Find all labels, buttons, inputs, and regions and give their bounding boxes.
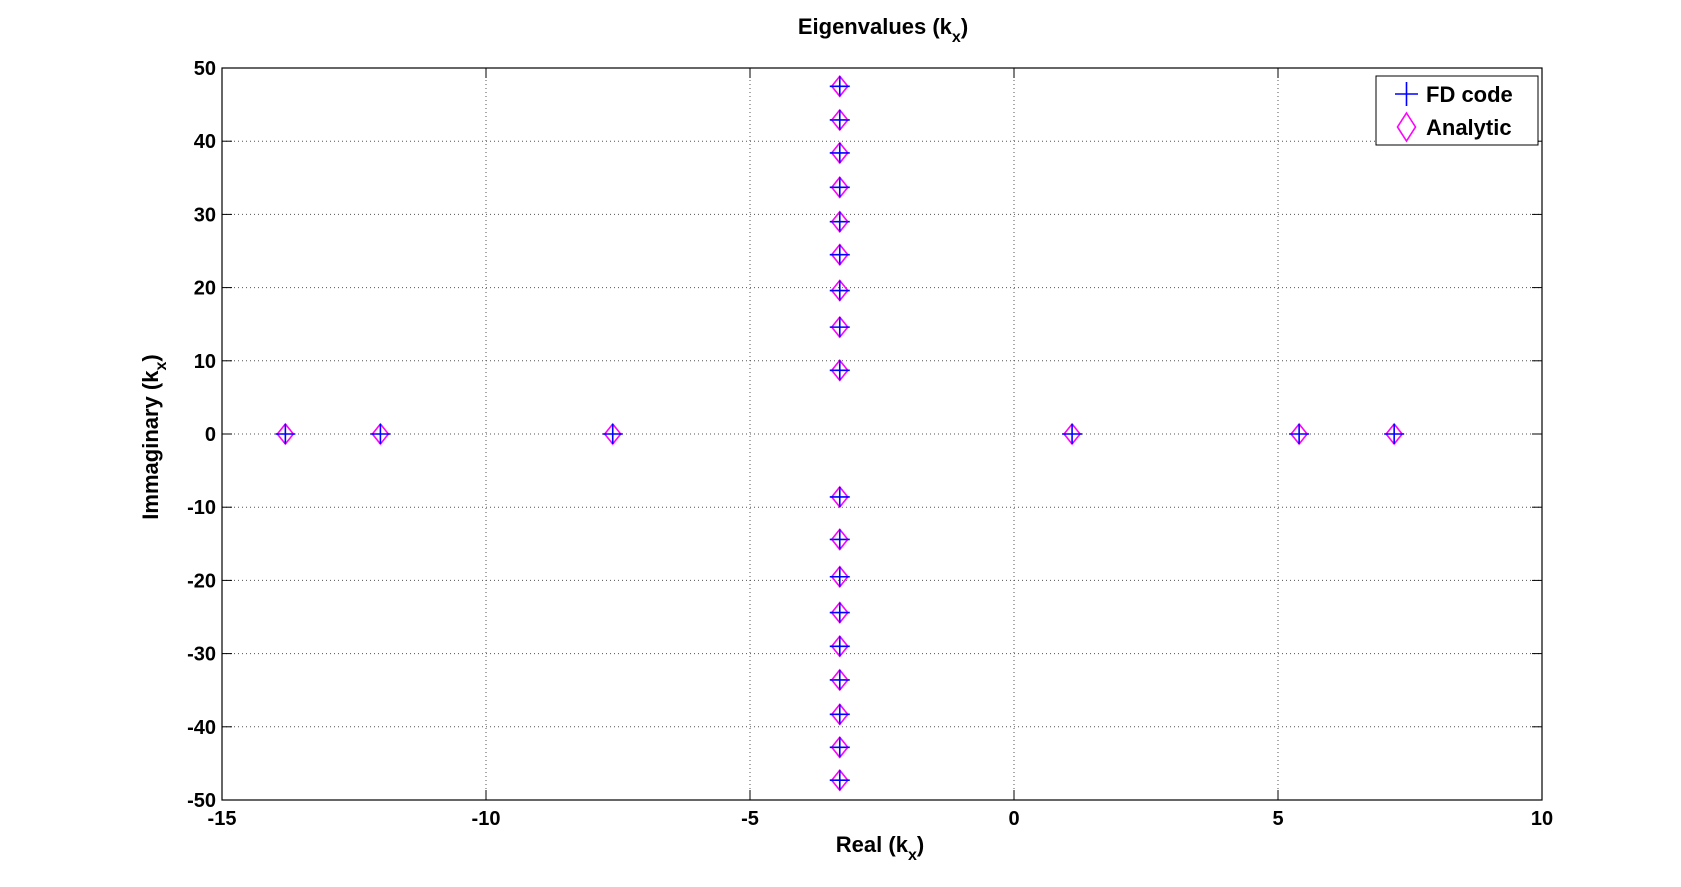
y-tick-label: 20 bbox=[194, 278, 216, 300]
y-tick-label: 50 bbox=[194, 58, 216, 80]
y-axis-label: Immaginary (kx) bbox=[138, 354, 170, 519]
fd-code-plus-point bbox=[829, 529, 850, 550]
fd-code-plus-point bbox=[1384, 424, 1405, 444]
y-tick-label: 30 bbox=[194, 204, 216, 226]
legend-diamond-icon bbox=[1396, 111, 1417, 143]
fd-code-plus-point bbox=[275, 424, 296, 444]
x-tick-label: 0 bbox=[1008, 808, 1019, 830]
tick-marks bbox=[221, 67, 1543, 801]
legend-label-analytic: Analytic bbox=[1426, 115, 1512, 140]
fd-code-plus-point bbox=[829, 602, 850, 623]
fd-code-plus-point bbox=[1289, 424, 1310, 444]
fd-code-plus-point bbox=[829, 317, 850, 338]
fd-code-plus-point bbox=[829, 486, 850, 507]
y-tick-label: 40 bbox=[194, 131, 216, 153]
x-axis-label: Real (kx) bbox=[836, 832, 924, 864]
fd-code-plus-point bbox=[1062, 424, 1083, 444]
chart-title: Eigenvalues (kx) bbox=[798, 14, 968, 46]
fd-code-plus-point bbox=[829, 566, 850, 587]
y-tick-label: 10 bbox=[194, 351, 216, 373]
fd-code-plus-point bbox=[829, 360, 850, 381]
legend: FD code Analytic bbox=[1375, 75, 1539, 146]
x-tick-labels: -15 -10 -5 0 5 10 bbox=[208, 808, 1554, 830]
fd-code-plus-point bbox=[829, 770, 850, 791]
grid-lines bbox=[222, 68, 1542, 800]
data-points bbox=[275, 75, 1405, 792]
fd-code-plus-point bbox=[829, 636, 850, 657]
fd-code-plus-point bbox=[829, 280, 850, 301]
fd-code-plus-point bbox=[829, 704, 850, 725]
y-tick-label: -40 bbox=[187, 717, 216, 739]
y-tick-label: -20 bbox=[187, 570, 216, 592]
fd-code-plus-point bbox=[602, 424, 623, 444]
fd-code-plus-point bbox=[829, 177, 850, 198]
fd-code-plus-point bbox=[829, 142, 850, 163]
fd-code-plus-point bbox=[829, 244, 850, 265]
y-tick-label: -50 bbox=[187, 790, 216, 812]
y-tick-labels: 50 40 30 20 10 0 -10 -20 -30 -40 -50 bbox=[187, 58, 216, 812]
fd-code-plus-point bbox=[370, 424, 391, 444]
x-tick-label: -5 bbox=[741, 808, 759, 830]
legend-plus-icon bbox=[1395, 82, 1418, 106]
y-tick-label: -10 bbox=[187, 497, 216, 519]
legend-box bbox=[1375, 75, 1539, 146]
fd-code-plus-point bbox=[829, 76, 850, 97]
fd-code-plus-point bbox=[829, 669, 850, 690]
fd-code-plus-point bbox=[829, 737, 850, 758]
fd-code-plus-point bbox=[829, 211, 850, 232]
x-tick-label: 5 bbox=[1272, 808, 1283, 830]
x-tick-label: -15 bbox=[208, 808, 237, 830]
y-tick-label: 0 bbox=[205, 424, 216, 446]
fd-code-plus-point bbox=[829, 109, 850, 130]
x-tick-label: 10 bbox=[1531, 808, 1553, 830]
legend-label-fd-code: FD code bbox=[1426, 82, 1513, 107]
y-tick-label: -30 bbox=[187, 644, 216, 666]
x-tick-label: -10 bbox=[472, 808, 501, 830]
